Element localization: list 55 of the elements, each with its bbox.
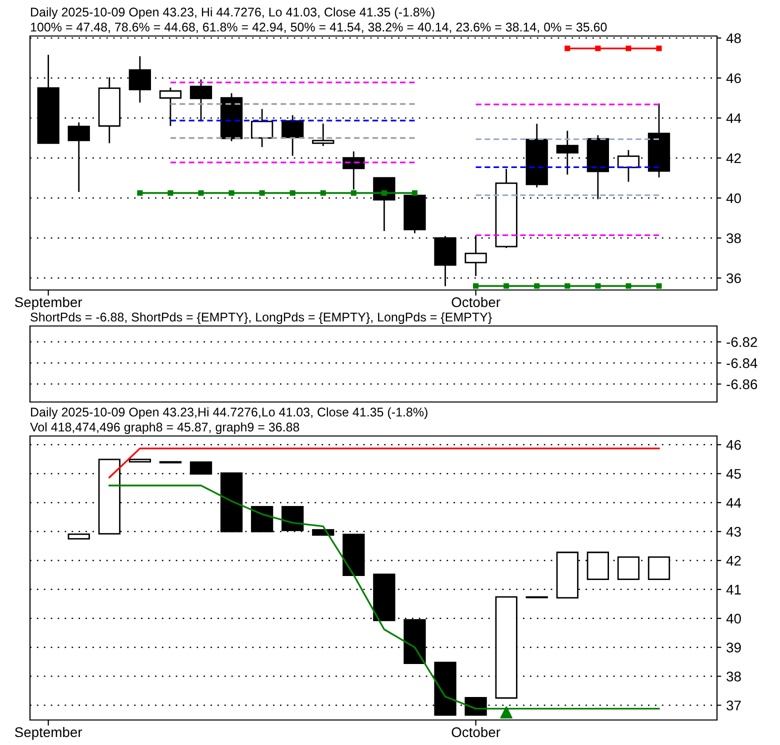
y-tick-label: 48: [726, 33, 741, 44]
y-tick-label: 43: [726, 526, 741, 537]
candlestick: [495, 596, 518, 699]
y-tick-label: 38: [726, 233, 741, 244]
point: [259, 190, 265, 196]
point: [564, 283, 570, 289]
y-tick-label: 46: [726, 440, 741, 450]
y-tick-label: -6.82: [726, 337, 757, 348]
y-tick-label: 42: [726, 556, 741, 566]
y-tick-label: 44: [726, 113, 742, 124]
y-tick-label: 44: [726, 498, 742, 508]
y-tick-label: 40: [726, 193, 741, 204]
candlestick: [128, 458, 151, 462]
point: [656, 283, 662, 289]
point: [320, 190, 326, 196]
point: [595, 46, 601, 52]
candlestick: [312, 122, 334, 147]
point: [168, 190, 174, 196]
x-tick-label: October: [452, 296, 500, 308]
point: [412, 190, 418, 196]
point: [656, 46, 662, 52]
point: [381, 190, 387, 196]
point: [137, 190, 143, 196]
text: ShortPds = -6.88, ShortPds = {EMPTY}, LongPds = {EMPTY}, LongPds = {EMPTY}: [30, 312, 492, 324]
text: Daily 2025-10-09 Open 43.23, Hi 44.7276, Lo 41.03, Close 41.35 (-1.8%): [31, 7, 434, 19]
y-tick-label: 41: [726, 584, 741, 594]
point: [626, 46, 632, 52]
text: 100% = 47.48, 78.6% = 44.68, 61.8% = 42.94, 50% = 41.54, 38.2% = 40.14, 23.6% = 38.14, 0% = 35.60: [30, 22, 607, 34]
text: Daily 2025-10-09 Open 43.23,Hi 44.7276,Lo 41.03, Close 41.35 (-1.8%): [31, 407, 428, 419]
y-tick-label: 36: [726, 273, 741, 284]
candlestick: [342, 150, 365, 190]
point: [473, 283, 479, 289]
y-tick-label: 37: [726, 700, 741, 710]
point: [534, 283, 540, 289]
text: Vol 418,474,496 graph8 = 45.87, graph9 = 36.88: [30, 422, 300, 434]
point: [626, 283, 632, 289]
candlestick: [190, 78, 212, 122]
point: [198, 190, 204, 196]
x-tick-label: October: [452, 726, 500, 738]
point: [350, 190, 356, 196]
y-tick-label: -6.84: [726, 358, 758, 368]
y-tick-label: 42: [726, 153, 741, 164]
x-tick-label: September: [14, 296, 82, 310]
y-tick-label: 38: [726, 672, 741, 682]
y-tick-label: 46: [726, 73, 741, 84]
y-tick-label: -6.86: [726, 379, 758, 390]
y-tick-label: 39: [726, 642, 741, 653]
point: [228, 190, 234, 196]
x-tick-label: September: [14, 726, 82, 740]
y-tick-label: 45: [726, 469, 741, 479]
y-tick-label: 40: [726, 614, 741, 624]
point: [290, 190, 296, 196]
point: [564, 46, 570, 52]
point: [595, 283, 601, 289]
point: [504, 283, 510, 289]
